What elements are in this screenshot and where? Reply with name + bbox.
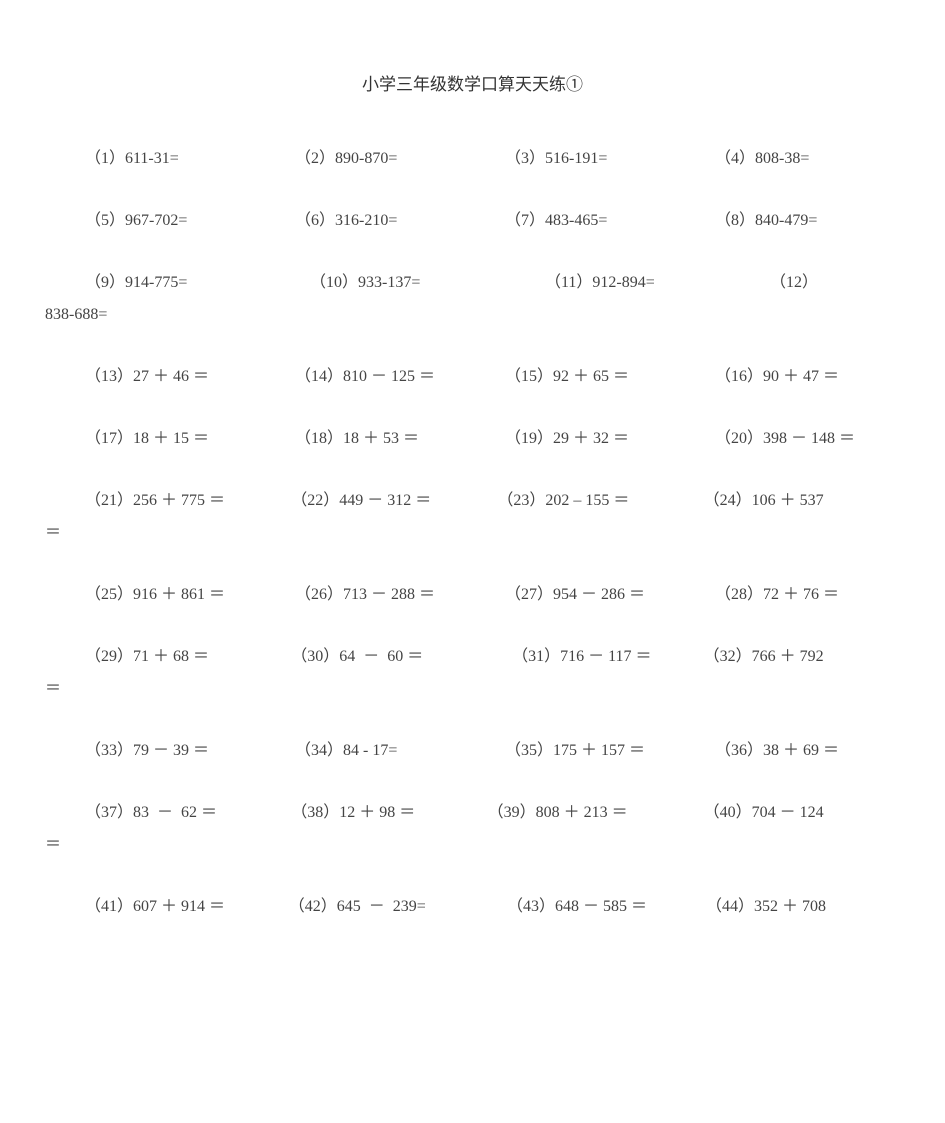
- problem-cell: （7）483-465=: [505, 205, 715, 237]
- problem-cell: （36）38 ＋ 69 ＝: [715, 735, 915, 767]
- wrap-line1: （21）256 ＋ 775 ＝（22）449 － 312 ＝（23）202 – …: [45, 485, 900, 517]
- wrap-line2: ＝: [45, 829, 900, 861]
- problem-row: （33）79 － 39 ＝（34）84 - 17=（35）175 ＋ 157 ＝…: [45, 735, 900, 767]
- problem-cell: （21）256 ＋ 775 ＝: [85, 485, 291, 517]
- problem-cell: （22）449 － 312 ＝: [291, 485, 497, 517]
- problem-cell: （13）27 ＋ 46 ＝: [85, 361, 295, 393]
- problem-cell: （42）645 － 239=: [289, 891, 507, 923]
- problem-cell: （16）90 ＋ 47 ＝: [715, 361, 915, 393]
- problem-cell: （43）648 － 585 ＝: [507, 891, 706, 923]
- worksheet-title: 小学三年级数学口算天天练①: [45, 70, 900, 95]
- problem-cell: （20）398 － 148 ＝: [715, 423, 915, 455]
- problem-row-wrapped: （29）71 ＋ 68 ＝（30）64 － 60 ＝（31）716 － 117 …: [45, 641, 900, 705]
- problem-row-wrapped: （37）83 － 62 ＝（38）12 ＋ 98 ＝（39）808 ＋ 213 …: [45, 797, 900, 861]
- problem-row: （1）611-31=（2）890-870=（3）516-191=（4）808-3…: [45, 143, 900, 175]
- problem-row: （5）967-702=（6）316-210=（7）483-465=（8）840-…: [45, 205, 900, 237]
- wrap-line1: （29）71 ＋ 68 ＝（30）64 － 60 ＝（31）716 － 117 …: [45, 641, 900, 673]
- problem-row: （25）916 ＋ 861 ＝（26）713 － 288 ＝（27）954 － …: [45, 579, 900, 611]
- problem-cell: （18）18 ＋ 53 ＝: [295, 423, 505, 455]
- problem-row: （13）27 ＋ 46 ＝（14）810 － 125 ＝（15）92 ＋ 65 …: [45, 361, 900, 393]
- wrap-line2: ＝: [45, 517, 900, 549]
- wrap-line1: （9）914-775=（10）933-137=（11）912-894=（12）: [45, 267, 900, 299]
- problem-cell: （12）: [770, 267, 870, 299]
- problem-cell: （5）967-702=: [85, 205, 295, 237]
- problem-cell: （33）79 － 39 ＝: [85, 735, 295, 767]
- problem-cell: （6）316-210=: [295, 205, 505, 237]
- problem-cell: （14）810 － 125 ＝: [295, 361, 505, 393]
- problem-cell: （10）933-137=: [310, 267, 545, 299]
- wrap-line2: ＝: [45, 673, 900, 705]
- problem-cell: （2）890-870=: [295, 143, 505, 175]
- problem-cell: （44）352 ＋ 708: [706, 891, 900, 923]
- problem-cell: （32）766 ＋ 792: [704, 641, 900, 673]
- problem-cell: （30）64 － 60 ＝: [291, 641, 512, 673]
- problem-cell: （29）71 ＋ 68 ＝: [85, 641, 291, 673]
- problem-row-wrapped: （9）914-775=（10）933-137=（11）912-894=（12）8…: [45, 267, 900, 331]
- problem-row: （17）18 ＋ 15 ＝（18）18 ＋ 53 ＝（19）29 ＋ 32 ＝（…: [45, 423, 900, 455]
- problem-cell: （1）611-31=: [85, 143, 295, 175]
- problem-cell: （28）72 ＋ 76 ＝: [715, 579, 915, 611]
- problem-cell: （41）607 ＋ 914 ＝: [85, 891, 289, 923]
- problem-row-wrapped: （21）256 ＋ 775 ＝（22）449 － 312 ＝（23）202 – …: [45, 485, 900, 549]
- problem-cell: （27）954 － 286 ＝: [505, 579, 715, 611]
- worksheet-content: （1）611-31=（2）890-870=（3）516-191=（4）808-3…: [45, 143, 900, 923]
- problem-cell: （23）202 – 155 ＝: [497, 485, 703, 517]
- problem-cell: （34）84 - 17=: [295, 735, 505, 767]
- problem-cell: （8）840-479=: [715, 205, 915, 237]
- problem-cell: （17）18 ＋ 15 ＝: [85, 423, 295, 455]
- wrap-line1: （37）83 － 62 ＝（38）12 ＋ 98 ＝（39）808 ＋ 213 …: [45, 797, 900, 829]
- problem-cell: （40）704 － 124: [704, 797, 900, 829]
- wrap-line2: 838-688=: [45, 299, 900, 331]
- problem-cell: （37）83 － 62 ＝: [85, 797, 291, 829]
- problem-cell: （11）912-894=: [545, 267, 770, 299]
- problem-cell: （31）716 － 117 ＝: [512, 641, 703, 673]
- problem-cell: （19）29 ＋ 32 ＝: [505, 423, 715, 455]
- problem-cell: （26）713 － 288 ＝: [295, 579, 505, 611]
- wrap-line1: （41）607 ＋ 914 ＝（42）645 － 239=（43）648 － 5…: [45, 891, 900, 923]
- problem-cell: （38）12 ＋ 98 ＝: [291, 797, 487, 829]
- problem-cell: （25）916 ＋ 861 ＝: [85, 579, 295, 611]
- problem-cell: （4）808-38=: [715, 143, 915, 175]
- problem-row-wrapped: （41）607 ＋ 914 ＝（42）645 － 239=（43）648 － 5…: [45, 891, 900, 923]
- problem-cell: （35）175 ＋ 157 ＝: [505, 735, 715, 767]
- problem-cell: （15）92 ＋ 65 ＝: [505, 361, 715, 393]
- problem-cell: （24）106 ＋ 537: [704, 485, 900, 517]
- problem-cell: （9）914-775=: [85, 267, 310, 299]
- problem-cell: （39）808 ＋ 213 ＝: [488, 797, 704, 829]
- problem-cell: （3）516-191=: [505, 143, 715, 175]
